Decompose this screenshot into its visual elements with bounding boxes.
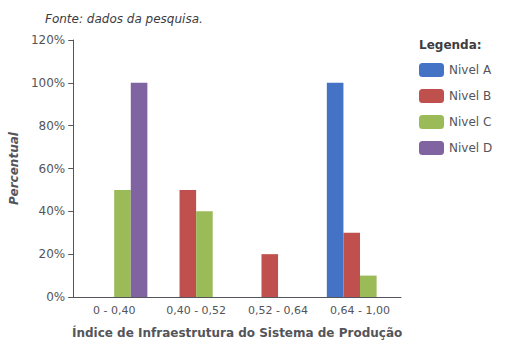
svg-text:Nivel C: Nivel C [449,115,491,129]
svg-text:80%: 80% [39,119,66,133]
svg-text:Fonte: dados da pesquisa.: Fonte: dados da pesquisa. [45,12,203,26]
svg-text:Índice de Infraestrutura do Si: Índice de Infraestrutura do Sistema de P… [72,325,402,340]
svg-text:0 - 0,40: 0 - 0,40 [93,304,135,317]
svg-text:Percentual: Percentual [7,131,21,205]
svg-text:120%: 120% [31,33,65,47]
svg-text:Nivel B: Nivel B [449,89,491,103]
svg-text:0,40 - 0,52: 0,40 - 0,52 [166,304,226,317]
svg-text:0,64 - 1,00: 0,64 - 1,00 [330,304,390,317]
svg-text:20%: 20% [39,247,66,261]
svg-text:0,52 - 0,64: 0,52 - 0,64 [248,304,308,317]
svg-text:Nivel A: Nivel A [449,63,492,77]
svg-text:Legenda:: Legenda: [419,38,482,52]
svg-text:40%: 40% [39,204,66,218]
svg-text:100%: 100% [31,76,65,90]
svg-text:60%: 60% [39,162,66,176]
svg-text:Nivel D: Nivel D [449,141,492,155]
svg-text:0%: 0% [46,290,65,304]
